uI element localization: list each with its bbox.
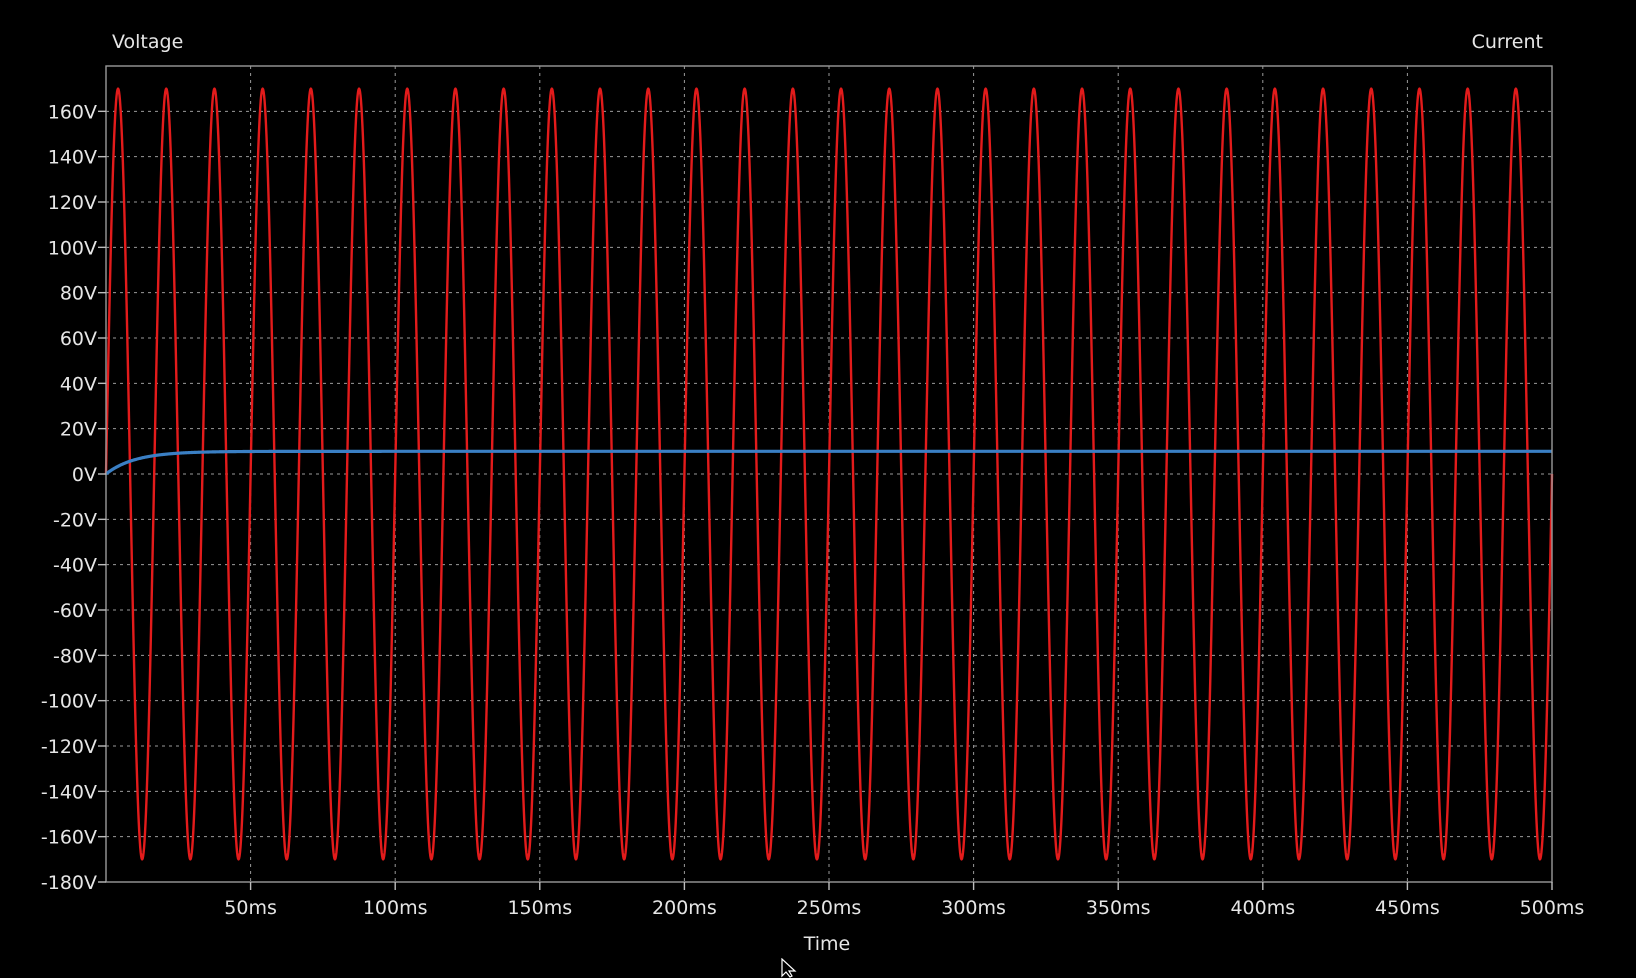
x-tick-label: 150ms (507, 897, 572, 919)
y-tick-label: -60V (53, 600, 97, 622)
plot-series (104, 87, 1554, 861)
x-tick-label: 450ms (1375, 897, 1440, 919)
y-tick-label: 40V (60, 373, 97, 395)
y-tick-label: 120V (48, 192, 97, 214)
y-tick-label: -160V (41, 827, 97, 849)
left-axis-title: Voltage (112, 31, 183, 53)
y-axis: 160V 140V 120V 100V 80V 60V 40V 20V 0V -20V -40V -6… (41, 101, 106, 894)
x-tick-label: 300ms (941, 897, 1006, 919)
y-tick-label: 20V (60, 419, 97, 441)
y-tick-label: 140V (48, 147, 97, 169)
x-tick-label: 250ms (797, 897, 862, 919)
x-tick-label: 50ms (224, 897, 277, 919)
y-tick-label: -100V (41, 691, 97, 713)
y-tick-label: 160V (48, 101, 97, 123)
y-tick-label: 0V (72, 464, 97, 486)
y-tick-label: 100V (48, 237, 97, 259)
x-tick-label: 350ms (1086, 897, 1151, 919)
y-tick-label: -40V (53, 555, 97, 577)
y-tick-label: -80V (53, 645, 97, 667)
x-tick-label: 400ms (1230, 897, 1295, 919)
current-trace (104, 449, 1554, 476)
right-axis-title: Current (1472, 31, 1543, 53)
y-tick-label: -20V (53, 509, 97, 531)
y-tick-label: -140V (41, 781, 97, 803)
x-axis-label: Time (803, 933, 851, 955)
x-tick-label: 500ms (1520, 897, 1585, 919)
y-tick-label: 80V (60, 283, 97, 305)
voltage-trace (104, 87, 1554, 861)
y-tick-label: -180V (41, 872, 97, 894)
y-tick-label: -120V (41, 736, 97, 758)
y-tick-label: 60V (60, 328, 97, 350)
x-axis: 50ms 100ms 150ms 200ms 250ms 300ms 350ms 400ms 4… (224, 882, 1584, 919)
x-tick-label: 100ms (363, 897, 428, 919)
mouse-pointer-icon (781, 958, 797, 978)
x-tick-label: 200ms (652, 897, 717, 919)
